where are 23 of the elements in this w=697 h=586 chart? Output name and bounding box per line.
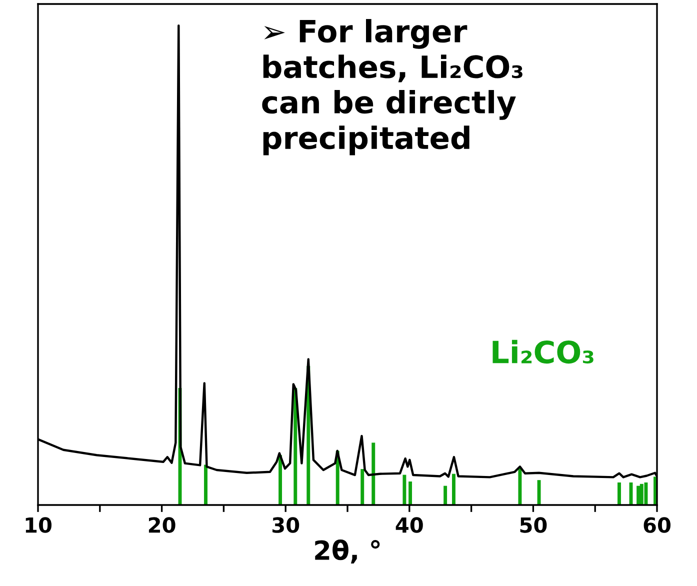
text: Li₂CO₃ bbox=[492, 340, 594, 364]
bar bbox=[452, 474, 456, 505]
bar bbox=[644, 482, 648, 505]
annotation: ➢ For larger batches, Li₂CO₃ can be directly precipitated bbox=[262, 19, 522, 156]
bar bbox=[278, 455, 282, 505]
x-axis-title: 2θ, ° bbox=[315, 540, 380, 564]
bar bbox=[537, 480, 541, 505]
x-tick-label: 10 bbox=[26, 517, 52, 533]
bar bbox=[444, 486, 448, 505]
x-tick-label: 40 bbox=[396, 517, 423, 533]
bar bbox=[408, 482, 412, 505]
bar bbox=[204, 464, 208, 505]
bar bbox=[402, 474, 406, 505]
bar bbox=[518, 468, 522, 505]
bar bbox=[636, 486, 640, 505]
bar bbox=[640, 484, 644, 505]
x-tick-label: 20 bbox=[148, 517, 176, 533]
bar bbox=[618, 482, 621, 505]
bar bbox=[372, 442, 376, 505]
x-tick-label: 50 bbox=[520, 517, 547, 533]
bar bbox=[360, 469, 364, 505]
x-tick-label: 30 bbox=[272, 517, 300, 533]
x-tick-label: 60 bbox=[644, 517, 670, 533]
